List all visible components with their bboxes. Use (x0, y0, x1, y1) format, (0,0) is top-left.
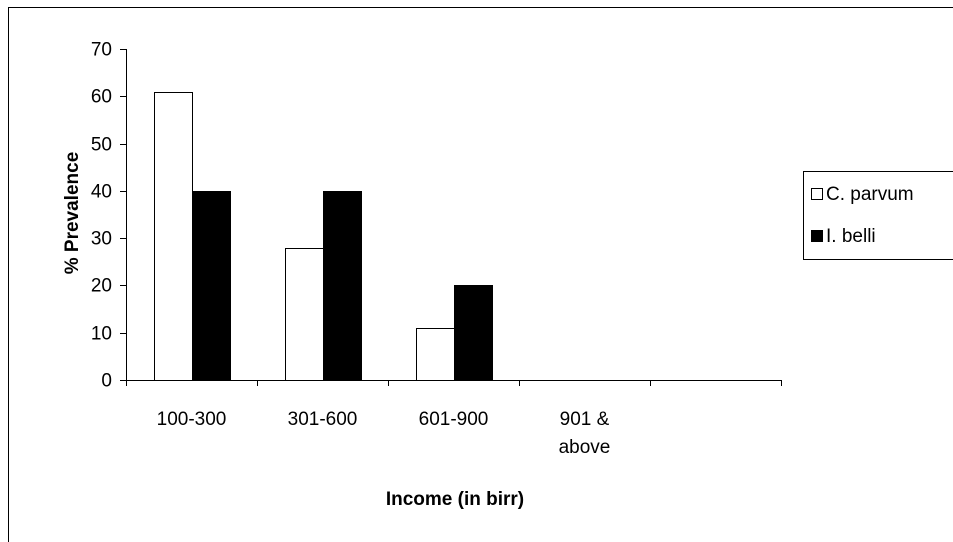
legend-swatch (811, 230, 823, 242)
y-axis-ticks: 0 10 20 30 40 50 60 70 (91, 40, 126, 392)
x-tick-label: 901 & (560, 409, 610, 430)
bar-series (154, 92, 493, 381)
bar-i-belli (192, 191, 231, 381)
bar-i-belli (323, 191, 362, 381)
bar-c-parvum (154, 92, 193, 381)
y-tick-label: 50 (91, 135, 112, 156)
x-tick-label: 100-300 (157, 409, 227, 430)
y-tick-label: 20 (91, 276, 112, 297)
legend-swatch (811, 188, 823, 200)
legend-box (803, 171, 953, 260)
bar-c-parvum (285, 248, 324, 381)
x-tick-label: above (559, 437, 611, 458)
bar-i-belli (454, 285, 493, 381)
x-axis-ticks: 100-300 301-600 601-900 901 & above (126, 380, 782, 458)
y-tick-label: 60 (91, 87, 112, 108)
x-tick-label: 301-600 (288, 409, 358, 430)
bar-c-parvum (416, 328, 455, 381)
x-axis-label: Income (in birr) (386, 489, 524, 510)
legend-label: I. belli (826, 226, 876, 247)
y-tick-label: 30 (91, 229, 112, 250)
y-tick-label: 10 (91, 324, 112, 345)
x-tick-label: 601-900 (419, 409, 489, 430)
chart-border (8, 7, 953, 542)
y-axis-label: % Prevalence (62, 152, 83, 275)
legend: C. parvum I. belli (803, 171, 953, 260)
y-tick-label: 40 (91, 182, 112, 203)
y-tick-label: 70 (91, 40, 112, 61)
legend-label: C. parvum (826, 184, 914, 205)
y-tick-label: 0 (101, 371, 112, 392)
